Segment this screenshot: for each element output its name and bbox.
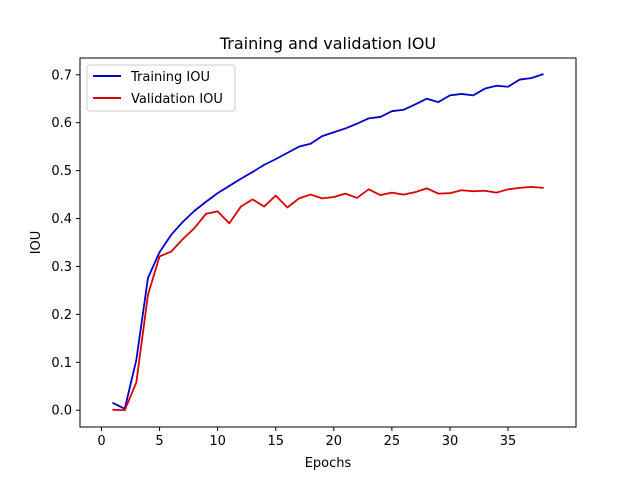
x-tick-label: 0 bbox=[97, 434, 105, 449]
y-tick-label: 0.3 bbox=[51, 260, 72, 275]
x-axis-label: Epochs bbox=[305, 456, 352, 471]
x-tick-label: 30 bbox=[442, 434, 459, 449]
ticks-layer: 0 5 10 15 20 25 30 35 0.0 0.1 0.2 0.3 0.4 0.5 0.6 0.7 bbox=[51, 68, 516, 449]
y-tick-label: 0.5 bbox=[51, 164, 72, 179]
lines-layer bbox=[112, 73, 544, 412]
y-tick-label: 0.0 bbox=[51, 404, 72, 419]
y-tick-label: 0.7 bbox=[51, 68, 72, 83]
x-tick-label: 5 bbox=[155, 434, 163, 449]
legend-label-validation-iou: Validation IOU bbox=[131, 92, 223, 107]
series-line-training-iou bbox=[112, 73, 544, 410]
legend: Training IOU Validation IOU bbox=[86, 64, 236, 112]
y-tick-label: 0.6 bbox=[51, 116, 72, 131]
plot-frame bbox=[79, 57, 577, 428]
series-line-validation-iou bbox=[112, 186, 544, 412]
x-tick-label: 10 bbox=[209, 434, 226, 449]
y-tick-label: 0.2 bbox=[51, 308, 72, 323]
x-tick-label: 15 bbox=[267, 434, 284, 449]
y-tick-label: 0.1 bbox=[51, 356, 72, 371]
y-axis-label: IOU bbox=[29, 231, 44, 255]
legend-box bbox=[86, 64, 236, 112]
legend-label-training-iou: Training IOU bbox=[130, 70, 210, 85]
x-tick-label: 35 bbox=[500, 434, 517, 449]
y-tick-label: 0.4 bbox=[51, 212, 72, 227]
chart-title: Training and validation IOU bbox=[219, 34, 436, 53]
x-tick-label: 20 bbox=[326, 434, 343, 449]
x-tick-label: 25 bbox=[384, 434, 401, 449]
